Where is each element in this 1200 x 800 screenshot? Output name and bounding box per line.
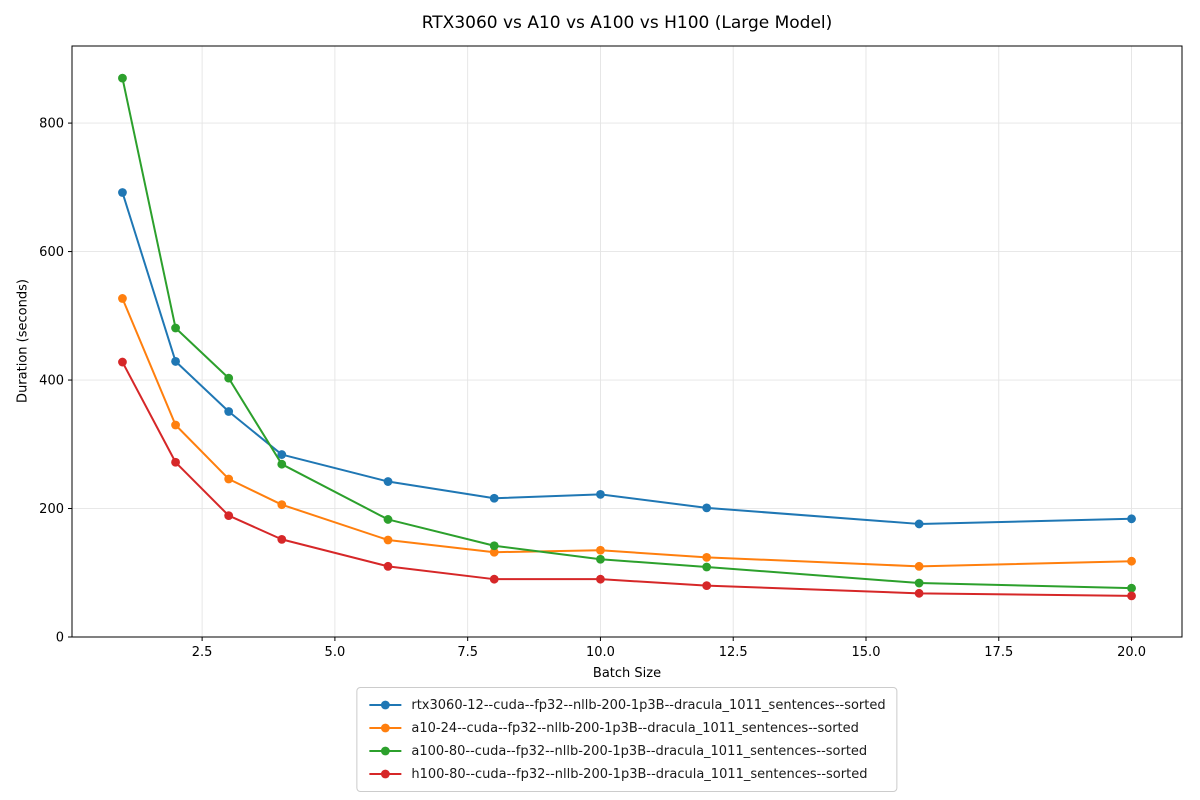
y-tick-label: 400 [39,374,64,389]
series-line [121,191,1133,525]
legend-item: a100-80--cuda--fp32--nllb-200-1p3B--drac… [368,741,885,761]
data-point [383,535,393,545]
data-point [224,474,234,484]
y-tick-label: 200 [39,502,64,517]
data-point [702,552,712,562]
data-point [914,519,924,529]
data-point [1127,583,1136,593]
data-point [596,489,605,499]
gridlines [72,46,1182,638]
series-h100-80 [118,357,1136,601]
series-rtx3060-12 [118,188,1136,529]
y-axis-label: Duration (seconds) [15,279,31,403]
data-point [489,574,499,584]
axis-ticks: 2.5 5.0 7.5 10.0 12.5 15.0 17.5 20.0 0 200 400 600 8… [39,117,1146,660]
data-point [702,581,712,591]
data-point [277,534,287,544]
series-line [121,297,1133,568]
data-point [702,562,712,572]
legend-item: rtx3060-12--cuda--fp32--nllb-200-1p3B--d… [368,695,886,715]
legend-label: h100-80--cuda--fp32--nllb-200-1p3B--drac… [411,766,868,782]
legend: rtx3060-12--cuda--fp32--nllb-200-1p3B--d… [356,687,898,792]
data-point [596,574,605,584]
data-point [489,547,499,557]
series-line [121,77,1133,590]
x-tick-label: 12.5 [719,645,748,660]
legend-line-marker-icon [369,769,402,779]
data-point [277,450,287,459]
legend-line-marker-icon [369,700,402,710]
x-tick-label: 20.0 [1117,645,1146,660]
data-point [914,578,924,588]
data-point [118,294,127,303]
data-point [489,493,499,503]
data-point [277,459,287,469]
x-tick-label: 7.5 [457,645,478,660]
data-point [596,545,605,555]
x-axis-label: Batch Size [592,666,662,681]
legend-label: rtx3060-12--cuda--fp32--nllb-200-1p3B--d… [411,697,886,713]
data-point [118,188,127,197]
legend-label: a10-24--cuda--fp32--nllb-200-1p3B--dracu… [411,720,859,736]
data-point [596,554,605,564]
plot-border [71,45,1183,638]
chart-title: RTX3060 vs A10 vs A100 vs H100 (Large Mo… [421,13,833,33]
legend-item: h100-80--cuda--fp32--nllb-200-1p3B--drac… [368,764,885,784]
data-point [118,73,127,83]
x-tick-label: 5.0 [325,645,346,660]
data-point [914,561,924,571]
data-point [224,373,234,383]
data-point [383,515,393,524]
data-point [171,323,180,333]
series-line [121,361,1133,597]
x-tick-label: 10.0 [586,645,615,660]
series-a10-24 [118,294,1136,571]
data-point [489,541,499,551]
data-point [1127,591,1136,601]
data-point [224,511,234,520]
legend-line-marker-icon [369,746,402,756]
x-tick-label: 2.5 [192,645,213,660]
y-tick-label: 0 [56,631,64,646]
data-point [914,588,924,598]
data-point [171,420,180,430]
series-a100-80 [118,73,1136,593]
data-point [702,503,712,513]
data-point [277,500,287,510]
data-point [1127,514,1136,524]
data-point [1127,556,1136,566]
data-point [383,477,393,486]
data-point [171,457,180,467]
y-tick-label: 600 [39,245,64,260]
data-point [383,561,393,571]
x-tick-label: 17.5 [984,645,1013,660]
data-point [171,357,180,366]
data-point [118,357,127,367]
legend-label: a100-80--cuda--fp32--nllb-200-1p3B--drac… [411,743,868,759]
y-tick-label: 800 [39,117,64,132]
legend-line-marker-icon [369,723,402,733]
legend-item: a10-24--cuda--fp32--nllb-200-1p3B--dracu… [368,718,885,738]
x-tick-label: 15.0 [852,645,881,660]
data-point [224,407,234,416]
